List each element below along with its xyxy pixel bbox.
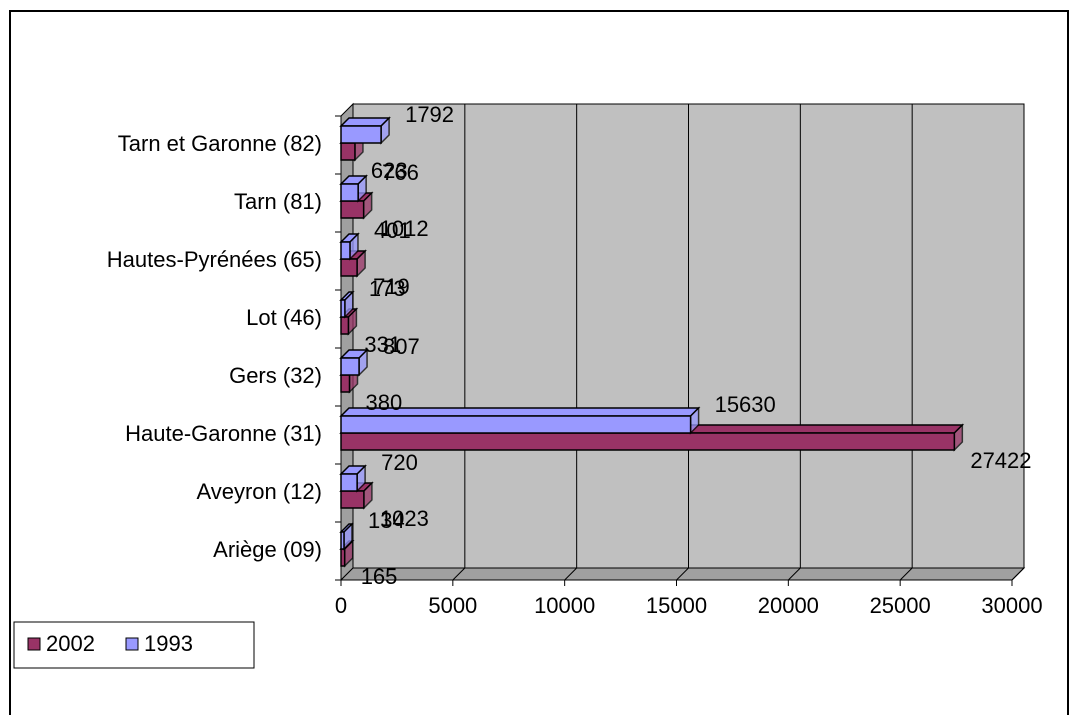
y-tick-label: Gers (32): [229, 363, 322, 388]
grid-line-floor: [564, 567, 578, 581]
bar: [340, 241, 351, 260]
y-tick-label: Lot (46): [246, 305, 322, 330]
grid-line-floor: [676, 567, 689, 581]
legend-label: 2002: [46, 631, 95, 656]
bar: [340, 183, 359, 202]
data-label: 401: [374, 218, 411, 243]
bar: [340, 415, 692, 434]
bar: [340, 548, 346, 567]
bar: [340, 200, 365, 219]
data-label: 1012: [380, 216, 429, 241]
y-tick-label: Hautes-Pyrénées (65): [107, 247, 322, 272]
legend-swatch: [27, 637, 41, 651]
data-label: 173: [369, 276, 406, 301]
data-label: 15630: [715, 392, 776, 417]
y-tick-label: Tarn et Garonne (82): [118, 131, 322, 156]
x-tick-label: 30000: [981, 593, 1042, 618]
y-tick-label: Haute-Garonne (31): [125, 421, 322, 446]
bar: [340, 299, 346, 318]
data-label: 1023: [380, 506, 429, 531]
bar: [340, 490, 365, 509]
bar: [340, 473, 358, 492]
data-label: 27422: [970, 448, 1031, 473]
grid-line-floor: [452, 567, 466, 581]
x-tick-label: 10000: [534, 593, 595, 618]
data-label: 165: [361, 564, 398, 589]
bar: [340, 258, 358, 277]
grid-line-floor: [787, 567, 801, 581]
legend-label: 1993: [144, 631, 193, 656]
data-label: 380: [365, 390, 402, 415]
data-label: 766: [382, 160, 419, 185]
x-tick-label: 15000: [646, 593, 707, 618]
legend-swatch: [125, 637, 139, 651]
data-label: 623: [371, 158, 408, 183]
bar: [340, 357, 360, 376]
y-tick-label: Aveyron (12): [196, 479, 322, 504]
data-label: 807: [383, 334, 420, 359]
bar: [340, 142, 356, 161]
data-label: 134: [368, 508, 405, 533]
data-label: 719: [373, 274, 410, 299]
data-label: 331: [364, 332, 401, 357]
bar: [340, 316, 350, 335]
bar: [340, 125, 382, 144]
x-tick-label: 25000: [870, 593, 931, 618]
y-tick-label: Tarn (81): [234, 189, 322, 214]
bar: [340, 531, 345, 550]
x-tick-label: 20000: [758, 593, 819, 618]
grid-line-floor: [899, 567, 913, 581]
grid-line-floor: [1011, 567, 1025, 581]
data-label: 720: [381, 450, 418, 475]
data-label: 1792: [405, 102, 454, 127]
y-tick-label: Ariège (09): [213, 537, 322, 562]
x-tick-label: 0: [335, 593, 347, 618]
x-tick-label: 5000: [428, 593, 477, 618]
bar: [340, 374, 351, 393]
bar: [340, 432, 956, 451]
